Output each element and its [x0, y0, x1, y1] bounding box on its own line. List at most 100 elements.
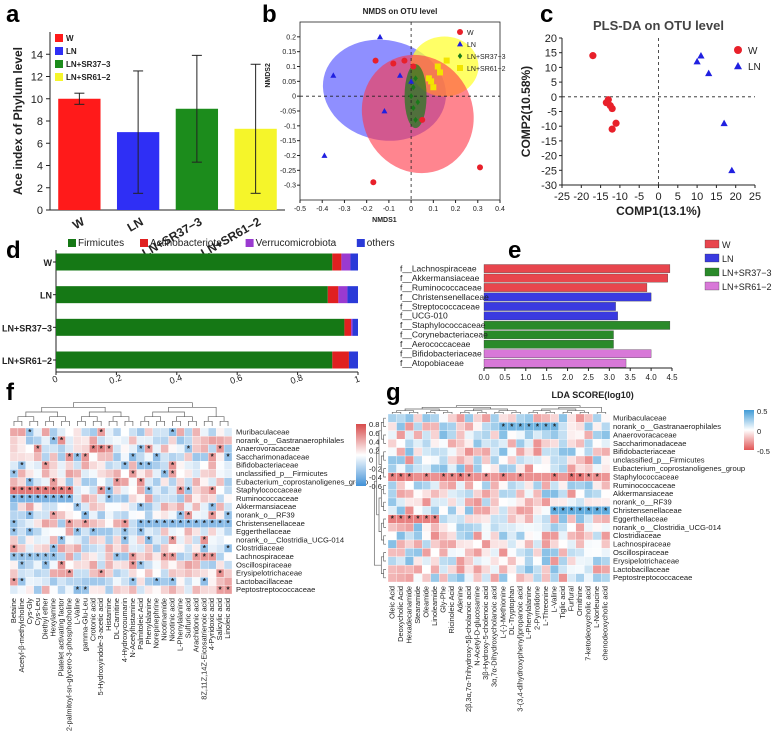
f-heatmap-cell: [49, 577, 58, 586]
f-heatmap-cell: [57, 477, 66, 487]
f-heatmap-cell: [128, 510, 138, 520]
f-heatmap-cell: [200, 427, 209, 437]
g-heatmap-cell: [524, 447, 534, 457]
f-col-label: L-Valine: [72, 598, 81, 625]
f-heatmap-cell: [97, 436, 106, 445]
f-heatmap-cell: [192, 461, 201, 470]
f-col-dendrogram: [176, 416, 193, 422]
f-heatmap-cell: [215, 544, 225, 553]
f-heatmap-cell: [104, 469, 114, 478]
f-heatmap-cell: [104, 527, 114, 537]
f-heatmap-cell: [104, 552, 114, 561]
g-heatmap-cell: [524, 497, 534, 507]
f-heatmap-cell: [223, 577, 233, 586]
f-heatmap-cell: [9, 477, 19, 487]
f-heatmap-cell: [208, 427, 217, 437]
g-heatmap-cell: [473, 565, 483, 574]
g-col-label: Oleamide: [421, 586, 430, 618]
g-heatmap-cell: [490, 439, 500, 448]
g-heatmap-cell: [456, 523, 465, 532]
b-legend-label: LN+SR61−2: [467, 66, 506, 73]
g-heatmap-cell: [550, 455, 559, 465]
f-heatmap-cell: [25, 469, 34, 478]
g-col-dendrogram: [443, 411, 453, 414]
f-heatmap-cell: [136, 436, 145, 445]
f-significance-mark: *: [187, 519, 191, 528]
c-point-1: [728, 166, 736, 174]
f-heatmap-cell: [160, 560, 169, 570]
g-heatmap-cell: [567, 413, 576, 423]
g-significance-mark: *: [587, 473, 591, 482]
g-heatmap-cell: [396, 565, 406, 574]
b-y-tick-label: -0.25: [280, 168, 296, 175]
g-heatmap-cell: [473, 413, 483, 423]
g-col-label: Adenine: [456, 586, 465, 613]
g-heatmap-cell: [473, 548, 483, 557]
g-heatmap-cell: [550, 430, 559, 440]
f-heatmap-cell: [168, 494, 177, 503]
f-significance-mark: *: [211, 552, 215, 561]
g-heatmap-cell: [567, 556, 576, 566]
g-heatmap-cell: [422, 531, 431, 541]
e-bar: [483, 321, 671, 330]
f-col-label: Platelet activating factor: [57, 597, 66, 676]
f-heatmap-cell: [33, 527, 42, 537]
g-col-label: Deoxycholic Acid: [396, 586, 405, 642]
f-significance-mark: *: [171, 469, 175, 478]
c-point-1: [693, 57, 701, 65]
f-heatmap-cell: [57, 552, 66, 561]
g-col-label: L-Valine: [550, 586, 559, 613]
g-significance-mark: *: [553, 473, 557, 482]
f-heatmap-cell: [33, 477, 42, 487]
g-heatmap-cell: [550, 489, 559, 499]
g-heatmap-cell: [558, 489, 568, 499]
g-heatmap-cell: [524, 472, 534, 482]
f-significance-mark: *: [203, 536, 207, 545]
f-significance-mark: *: [171, 428, 175, 437]
g-heatmap-cell: [507, 439, 517, 448]
g-heatmap-cell: [387, 523, 397, 532]
g-heatmap-cell: [439, 481, 448, 490]
g-col-dendrogram: [596, 411, 607, 414]
f-significance-mark: *: [226, 586, 230, 595]
g-heatmap-cell: [464, 539, 474, 549]
f-significance-mark: *: [163, 519, 167, 528]
g-heatmap-cell: [490, 464, 500, 473]
f-heatmap-cell: [184, 461, 193, 470]
c-point-0: [608, 104, 616, 113]
g-heatmap-cell: [447, 447, 457, 457]
f-heatmap-cell: [25, 568, 34, 578]
f-heatmap-cell: [25, 535, 34, 545]
g-heatmap-cell: [396, 439, 406, 448]
c-y-tick-label: 10: [545, 62, 557, 74]
f-heatmap-cell: [192, 427, 201, 437]
g-heatmap-cell: [430, 548, 440, 557]
f-heatmap-cell: [89, 485, 98, 495]
g-heatmap-cell: [533, 531, 542, 541]
f-heatmap-cell: [160, 436, 169, 445]
g-heatmap-cell: [567, 565, 576, 574]
g-col-label: 3-(3,4-dihydroxyphenyl)propanoic acid: [515, 586, 524, 712]
f-significance-mark: *: [211, 503, 215, 512]
f-heatmap-cell: [49, 535, 58, 545]
f-heatmap-cell: [160, 585, 169, 595]
g-heatmap-cell: [558, 447, 568, 457]
f-heatmap-cell: [215, 452, 225, 462]
g-heatmap-cell: [413, 548, 423, 557]
g-heatmap-cell: [524, 573, 534, 583]
g-heatmap-cell: [507, 472, 517, 482]
f-heatmap-cell: [49, 568, 58, 578]
g-heatmap-cell: [430, 481, 440, 490]
f-heatmap-cell: [104, 544, 114, 553]
f-significance-mark: *: [211, 453, 215, 462]
b-point-1: [321, 152, 328, 158]
g-heatmap-cell: [541, 556, 551, 566]
d-bar-segment: [347, 286, 358, 304]
f-significance-mark: *: [108, 486, 112, 495]
g-heatmap-cell: [490, 472, 500, 482]
e-taxon-label: f__Akkermansiaceae: [400, 273, 480, 283]
f-heatmap-cell: [97, 544, 106, 553]
f-significance-mark: *: [36, 494, 40, 503]
g-heatmap-cell: [430, 497, 440, 507]
g-heatmap-cell: [422, 413, 431, 423]
